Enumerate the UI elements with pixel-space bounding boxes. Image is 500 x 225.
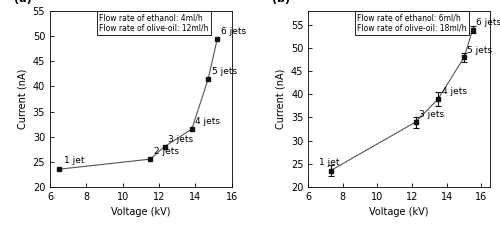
Y-axis label: Current (nA): Current (nA) — [17, 69, 27, 129]
Y-axis label: Current (nA): Current (nA) — [276, 69, 285, 129]
Text: (b): (b) — [272, 0, 290, 4]
Text: 1 jet: 1 jet — [318, 158, 339, 167]
Text: Flow rate of ethanol: 4ml/h
Flow rate of olive-oil: 12ml/h: Flow rate of ethanol: 4ml/h Flow rate of… — [99, 13, 208, 32]
Text: (a): (a) — [14, 0, 32, 4]
Text: 4 jets: 4 jets — [196, 117, 220, 126]
Text: 3 jets: 3 jets — [419, 110, 444, 119]
Text: 3 jets: 3 jets — [168, 135, 194, 144]
Text: 5 jets: 5 jets — [212, 67, 237, 76]
Text: 6 jets: 6 jets — [221, 27, 246, 36]
X-axis label: Voltage (kV): Voltage (kV) — [370, 207, 429, 217]
X-axis label: Voltage (kV): Voltage (kV) — [111, 207, 170, 217]
Text: 1 jet: 1 jet — [64, 156, 84, 165]
Text: 6 jets: 6 jets — [476, 18, 500, 27]
Text: 4 jets: 4 jets — [442, 87, 466, 96]
Text: 5 jets: 5 jets — [468, 46, 492, 55]
Text: 2 jets: 2 jets — [154, 147, 178, 156]
Text: Flow rate of ethanol: 6ml/h
Flow rate of olive-oil: 18ml/h: Flow rate of ethanol: 6ml/h Flow rate of… — [358, 13, 467, 32]
